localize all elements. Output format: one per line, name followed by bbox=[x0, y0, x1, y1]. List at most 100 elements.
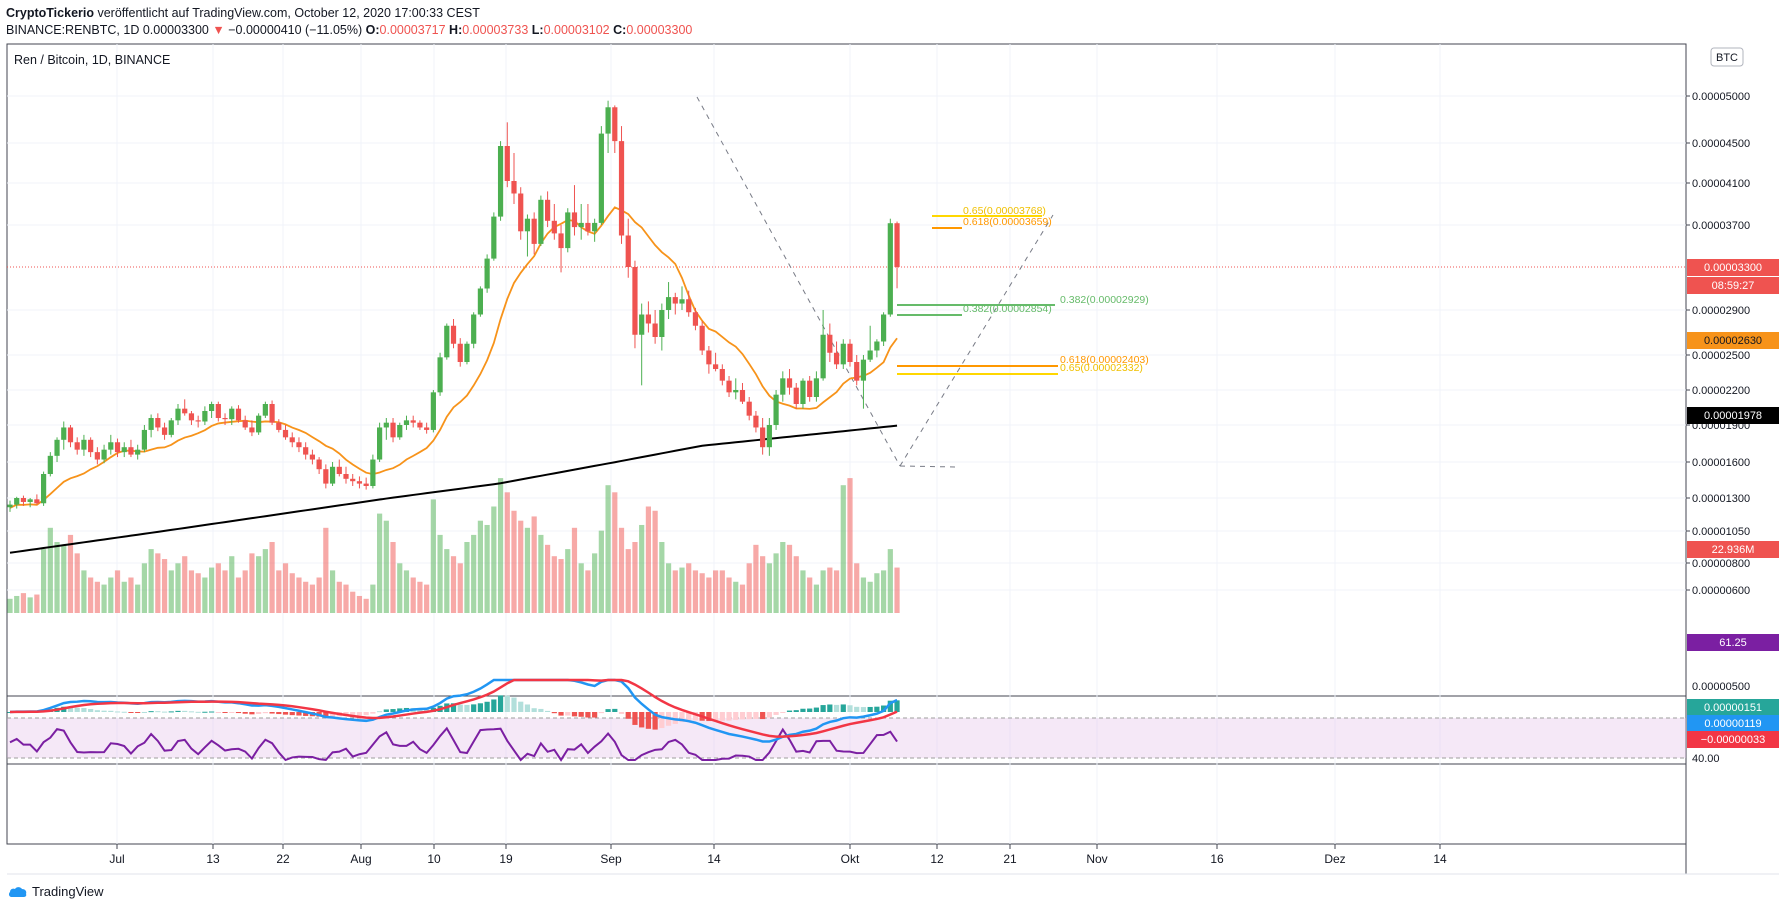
chart-canvas[interactable]: 0.65(0.00003768)0.618(0.00003659) 0.382(0… bbox=[0, 0, 1779, 880]
candle-body bbox=[484, 258, 490, 289]
candle-body bbox=[538, 199, 544, 244]
macd-hist-bar bbox=[854, 706, 860, 712]
last-price: 0.00003300 bbox=[142, 23, 209, 37]
candle-body bbox=[773, 394, 779, 425]
volume-bar bbox=[531, 516, 537, 613]
candle-body bbox=[242, 420, 248, 428]
symbol-label: BINANCE:RENBTC, 1D bbox=[6, 23, 140, 37]
macd-hist-tag: 0.00000151 bbox=[1704, 702, 1762, 714]
volume-bar bbox=[813, 584, 819, 613]
fib-065-top-label: 0.65(0.00003768) bbox=[963, 205, 1046, 217]
volume-bar bbox=[753, 544, 759, 613]
volume-bar bbox=[665, 563, 672, 613]
candle-body bbox=[229, 408, 235, 420]
macd-hist-bar bbox=[229, 712, 235, 713]
chart-title: Ren / Bitcoin, 1D, BINANCE bbox=[14, 53, 170, 67]
macd-hist-bar bbox=[524, 704, 531, 712]
candle-body bbox=[511, 181, 517, 194]
macd-tag: 0.00000119 bbox=[1704, 718, 1761, 730]
price-tick-label: 0.00002900 bbox=[1692, 305, 1750, 317]
volume-bar bbox=[20, 593, 27, 613]
volume-bar bbox=[383, 520, 389, 613]
moving-averages bbox=[9, 206, 898, 554]
macd-hist-bar bbox=[323, 712, 329, 718]
macd-hist-bar bbox=[141, 711, 147, 713]
candle-body bbox=[323, 469, 329, 484]
volume-bar bbox=[639, 524, 645, 613]
time-tick-label: 16 bbox=[1210, 852, 1224, 866]
macd-hist-bar bbox=[74, 707, 80, 712]
volume-bar bbox=[41, 549, 47, 613]
volume-bar bbox=[444, 549, 450, 613]
candle-body bbox=[632, 267, 638, 335]
volume-bar bbox=[491, 506, 497, 613]
macd-hist-bar bbox=[545, 710, 551, 712]
candle-body bbox=[840, 343, 846, 365]
rsi-tag: 61.25 bbox=[1719, 637, 1747, 649]
volume-bar bbox=[67, 534, 74, 613]
currency-badge[interactable] bbox=[1710, 47, 1744, 67]
macd-hist-bar bbox=[128, 712, 134, 713]
volume-bar bbox=[518, 520, 524, 613]
fib-0618-bot-label: 0.618(0.00002403) bbox=[1060, 354, 1149, 366]
macd-hist-bar bbox=[820, 705, 826, 712]
macd-hist-bar bbox=[652, 712, 658, 730]
macd-hist-bar bbox=[182, 710, 188, 712]
candle-body bbox=[639, 314, 645, 335]
close-value: 0.00003300 bbox=[626, 23, 693, 37]
macd-hist-tag-bg bbox=[1687, 699, 1779, 716]
volume-bar bbox=[410, 577, 416, 613]
volume-bar bbox=[471, 534, 477, 613]
volume-bar bbox=[88, 577, 94, 613]
macd-hist-bar bbox=[477, 703, 483, 712]
fib-0382-b-label: 0.382(0.00002929) bbox=[1060, 294, 1149, 306]
volume-bar bbox=[618, 527, 625, 613]
volume-bar bbox=[343, 584, 349, 613]
candle-body bbox=[296, 442, 302, 448]
macd-hist-bar bbox=[269, 712, 275, 714]
candle-body bbox=[867, 350, 873, 360]
macd-hist-bar bbox=[571, 712, 578, 717]
fib-065-bot-label: 0.65(0.00002332) bbox=[1060, 362, 1143, 374]
macd-tag-bg bbox=[1687, 715, 1779, 732]
candle-body bbox=[282, 429, 289, 438]
close-label: C: bbox=[613, 23, 627, 37]
volume-bar bbox=[565, 549, 571, 613]
macd-hist-bar bbox=[786, 710, 793, 712]
volume-bar bbox=[679, 567, 685, 613]
candle-body bbox=[450, 325, 457, 344]
volume-bar bbox=[437, 534, 443, 613]
macd-hist-bar bbox=[800, 708, 806, 712]
volume-bar bbox=[578, 563, 584, 613]
macd-hist-bar bbox=[679, 712, 685, 723]
candle-body bbox=[430, 392, 436, 430]
candle-body bbox=[403, 420, 410, 425]
candle-body bbox=[61, 427, 67, 440]
candle-body bbox=[141, 429, 147, 450]
macd-hist-bar bbox=[881, 705, 887, 712]
macd-hist-bar bbox=[551, 712, 557, 714]
volume-bar bbox=[504, 492, 510, 613]
candle-body bbox=[350, 478, 356, 482]
volume-bar bbox=[417, 581, 423, 613]
macd-hist-bar bbox=[350, 712, 356, 716]
candle-body bbox=[202, 411, 208, 422]
volume-bar bbox=[807, 577, 813, 613]
macd-hist-bar bbox=[188, 711, 195, 713]
price-tick-label: 0.00001600 bbox=[1692, 457, 1750, 469]
candle-body bbox=[417, 422, 423, 428]
macd-hist-bar bbox=[497, 695, 504, 712]
candle-body bbox=[504, 146, 510, 181]
volume-bar bbox=[101, 584, 107, 613]
macd-hist-bar bbox=[518, 701, 524, 712]
volume-tag: 22.936M bbox=[1712, 544, 1755, 556]
candle-body bbox=[7, 504, 13, 508]
candle-body bbox=[665, 297, 672, 310]
tradingview-logo[interactable]: TradingView bbox=[8, 884, 104, 899]
volume-bar bbox=[397, 563, 403, 613]
candle-body bbox=[746, 401, 752, 416]
volume-bar bbox=[450, 556, 457, 613]
volume-bar bbox=[457, 563, 463, 613]
volume-bar bbox=[477, 520, 483, 613]
volume-bar bbox=[403, 570, 410, 613]
